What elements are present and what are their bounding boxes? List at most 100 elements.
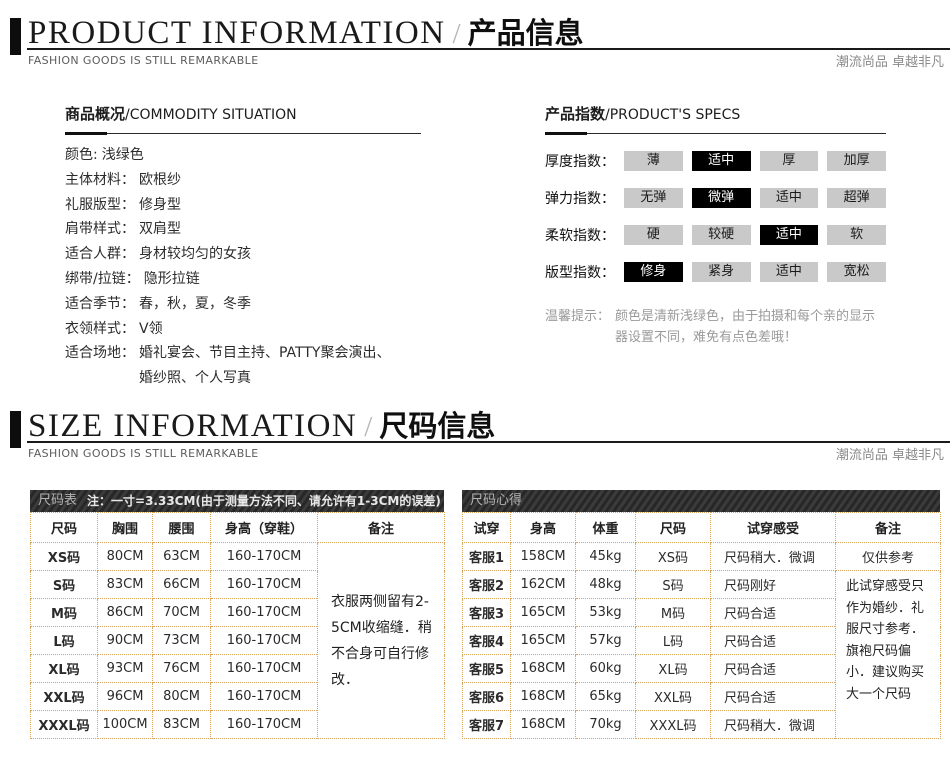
table-remark-cell: 仅供参考	[835, 542, 941, 571]
size-table: 尺码 胸围 腰围 身高（穿鞋） 备注 XS码 80CM 63CM 160-170CM 衣服两侧留有…	[30, 512, 445, 739]
product-info-section-header: PRODUCT INFORMATION / 产品信息 FASHION GOODS I…	[0, 14, 950, 80]
table-cell: 168CM	[510, 710, 576, 739]
table-header-cell: 胸围	[97, 512, 153, 543]
fit-table-block: 尺码心得 试穿 身高 体重 尺码 试穿感受 备注 客服1 158CM 45kg XS码 尺码稍大．微…	[462, 490, 941, 739]
table-row: XS码 80CM 63CM 160-170CM 衣服两侧留有2-5CM收缩缝．稍不合身可…	[30, 542, 445, 739]
specs-heading-en: /PRODUCT'S SPECS	[605, 107, 741, 123]
table-cell: XXL码	[30, 682, 98, 711]
header-accent-bar	[10, 411, 21, 448]
spec-option-selected: 微弹	[691, 188, 751, 208]
title-separator: /	[364, 411, 373, 443]
table-cell: 尺码稍大．微调	[710, 710, 836, 739]
size-info-title-cn: 尺码信息	[379, 411, 496, 443]
table-cell: 83CM	[152, 710, 211, 739]
size-info-title-en: SIZE INFORMATION	[28, 408, 358, 444]
spec-option: 硬	[624, 225, 683, 245]
table-cell: 48kg	[575, 570, 636, 599]
spec-label: 版型指数：	[545, 265, 615, 281]
table-cell: 57kg	[575, 626, 636, 655]
product-info-title-cn: 产品信息	[467, 18, 584, 50]
spec-row: 厚度指数： 薄适中厚加厚	[545, 151, 886, 171]
commodity-list: 颜色: 浅绿色 主体材料： 欧根纱 礼服版型： 修身型 肩带样式： 双肩型 适合人群： 身材较均匀…	[65, 143, 421, 391]
spec-option-selected: 适中	[759, 225, 819, 245]
table-header-cell: 试穿感受	[710, 512, 836, 543]
spec-option: 适中	[759, 188, 819, 208]
table-row: XL码 93CM 76CM 160-170CM	[30, 654, 445, 683]
specs-block: 产品指数/PRODUCT'S SPECS 厚度指数：薄适中厚加厚 弹力指数： 无弹微…	[545, 103, 886, 348]
table-cell: 60kg	[575, 654, 636, 683]
table-cell: 客服4	[462, 626, 511, 655]
table-cell: XL码	[635, 654, 711, 683]
table-cell: 尺码合适	[710, 626, 836, 655]
spec-option: 适中	[759, 262, 819, 282]
specs-heading-cn: 产品指数	[545, 105, 606, 123]
table-cell: 65kg	[575, 682, 636, 711]
commodity-item-value: V领	[139, 320, 163, 337]
spec-option: 薄	[624, 151, 683, 171]
commodity-item-label: 适合场地：	[65, 345, 135, 362]
table-cell: 53kg	[575, 598, 636, 627]
header-underline	[27, 48, 950, 50]
table-cell: 160-170CM	[210, 570, 318, 599]
specs-heading: 产品指数/PRODUCT'S SPECS	[545, 103, 886, 135]
commodity-item: 绑带/拉链： 隐形拉链	[65, 267, 421, 292]
table-cell: 尺码稍大．微调	[710, 542, 836, 571]
table-cell: 尺码刚好	[710, 570, 836, 599]
spec-row: 版型指数： 修身 紧身 适中 宽松	[545, 262, 886, 282]
commodity-item-label: 适合季节：	[65, 295, 135, 312]
table-cell: XL码	[30, 654, 98, 683]
table-cell: XXL码	[635, 682, 711, 711]
table-cell: 73CM	[152, 626, 211, 655]
table-row: 客服6 168CM 65kg XXL码 尺码合适	[462, 682, 941, 711]
table-header-cell: 身高（穿鞋）	[210, 512, 318, 543]
tagline-en: FASHION GOODS IS STILL REMARKABLE	[28, 54, 259, 67]
table-cell: 客服2	[462, 570, 511, 599]
commodity-heading-en: /COMMODITY SITUATION	[125, 107, 297, 123]
commodity-item: 颜色: 浅绿色	[65, 143, 421, 168]
spec-option: 软	[827, 225, 886, 245]
table-cell: 63CM	[152, 542, 211, 571]
table-cell: 158CM	[510, 542, 576, 571]
spec-option-selected: 适中	[691, 151, 751, 171]
table-cell: 客服7	[462, 710, 511, 739]
table-cell: 165CM	[510, 626, 576, 655]
table-cell: XXXL码	[635, 710, 711, 739]
table-header-cell: 试穿	[462, 512, 511, 543]
table-cell: 80CM	[152, 682, 211, 711]
spec-row: 柔软指数： 硬较硬 适中软	[545, 225, 886, 245]
table-cell: S码	[635, 570, 711, 599]
commodity-item: 主体材料： 欧根纱	[65, 168, 421, 193]
table-cell: 168CM	[510, 654, 576, 683]
commodity-item-label: 礼服版型：	[65, 196, 135, 213]
table-cell: 83CM	[97, 570, 153, 599]
spec-label: 厚度指数：	[545, 154, 615, 170]
table-cell: 客服5	[462, 654, 511, 683]
notice-label: 温馨提示：	[545, 309, 611, 324]
product-info-title: PRODUCT INFORMATION / 产品信息	[28, 10, 584, 52]
header-accent-bar	[10, 18, 21, 55]
spec-option: 宽松	[827, 262, 886, 282]
table-remark-cell: 衣服两侧留有2-5CM收缩缝．稍不合身可自行修改．	[317, 542, 445, 739]
header-underline	[27, 441, 950, 443]
table-cell: 尺码合适	[710, 598, 836, 627]
table-row: M码 86CM 70CM 160-170CM	[30, 598, 445, 627]
table-header-row: 尺码 胸围 腰围 身高（穿鞋） 备注	[30, 512, 445, 543]
table-cell: 160-170CM	[210, 710, 318, 739]
table-row: 客服3 165CM 53kg M码 尺码合适	[462, 598, 941, 627]
spec-option: 紧身	[691, 262, 751, 282]
commodity-item-value: 隐形拉链	[143, 270, 200, 287]
commodity-item: 适合场地： 婚礼宴会、节目主持、PATTY聚会演出、 婚纱照、个人写真	[65, 341, 421, 391]
commodity-heading: 商品概况/COMMODITY SITUATION	[65, 103, 421, 135]
table-cell: 80CM	[97, 542, 153, 571]
commodity-item: 适合人群： 身材较均匀的女孩	[65, 242, 421, 267]
table-cell: 86CM	[97, 598, 153, 627]
fit-table: 试穿 身高 体重 尺码 试穿感受 备注 客服1 158CM 45kg XS码 尺码稍大．微调 仅供参考…	[462, 512, 941, 739]
commodity-item-label: 绑带/拉链：	[65, 270, 140, 287]
commodity-item-value: 身材较均匀的女孩	[139, 246, 251, 263]
notice-text: 颜色是清新浅绿色，由于拍摄和每个亲的显示器设置不同，难免有点色差哦！	[615, 309, 876, 345]
table-cell: 160-170CM	[210, 598, 318, 627]
table-header-cell: 备注	[835, 512, 941, 543]
spec-label: 弹力指数：	[545, 191, 615, 207]
table-cell: 客服1	[462, 542, 511, 571]
commodity-item-value: 双肩型	[139, 221, 181, 238]
